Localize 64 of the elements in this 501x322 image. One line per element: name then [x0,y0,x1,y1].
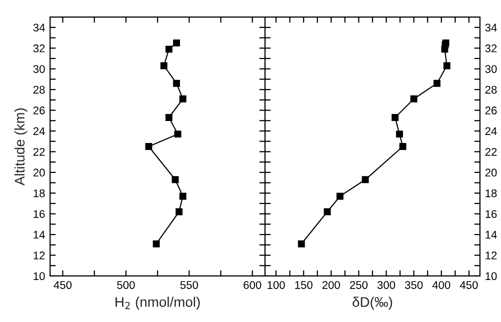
point [173,80,180,87]
x-tick-label: 150 [295,281,312,289]
x-tick-label: 400 [432,281,450,289]
y-tick-label: 30 [485,65,497,73]
y-tick-label: 24 [33,127,45,136]
point [173,39,180,46]
y-tick-label: 20 [33,168,45,177]
x-tick-label: 350 [404,281,423,289]
point [174,130,182,138]
y-tick-label: 20 [485,168,497,177]
y-tick-label: 18 [34,189,45,198]
y-tick-label: 32 [485,44,497,52]
point [434,80,440,87]
y-tick-label: 10 [34,272,45,280]
x-tick-label: 550 [180,281,198,289]
x-axis-title: H$_{2}$ (nmol/mol) [116,296,200,310]
point [336,192,344,200]
y-tick-label: 22 [485,148,497,156]
y-tick-label: 10 [486,272,497,280]
y-tick-label: 12 [486,252,497,260]
y-tick-label: 24 [485,127,497,136]
x-axis-title: δD(‰) [352,296,392,310]
y-tick-label: 16 [486,210,497,218]
point [410,95,418,102]
point [399,143,406,150]
point [176,208,183,216]
point [179,192,186,200]
point [324,208,331,216]
y-tick-label: 18 [486,189,497,198]
point [152,240,160,248]
point [443,62,450,70]
point [179,95,186,102]
x-tick-label: 450 [460,281,478,289]
y-tick-label: 30 [33,65,45,73]
y-tick-label: 26 [33,106,45,114]
point [160,62,168,70]
y-tick-label: 28 [485,86,497,94]
point [441,46,448,53]
y-tick-label: 22 [33,148,45,156]
y-tick-label: 34 [33,24,45,32]
x-tick-label: 200 [322,281,340,289]
y-tick-label: 34 [485,24,497,32]
point [396,130,403,138]
y-tick-label: 28 [33,86,45,94]
point [392,114,399,121]
x-tick-label: 100 [268,281,285,289]
y-tick-label: 26 [485,106,497,114]
point [298,240,305,248]
y-tick-label: 14 [34,230,45,239]
point [362,176,369,184]
point [165,114,172,121]
y-tick-label: 32 [33,44,45,52]
y-axis-title: Altitude (km) [14,108,28,186]
y-tick-label: 12 [34,252,45,260]
x-tick-label: 250 [350,281,368,289]
x-tick-label: 600 [244,281,262,289]
y-tick-label: 14 [486,230,497,239]
point [165,46,172,53]
y-tick-label: 16 [34,210,45,218]
x-tick-label: 500 [117,281,135,289]
point [145,143,152,150]
x-tick-label: 300 [377,281,396,289]
point [172,176,179,184]
x-tick-label: 450 [54,281,72,289]
